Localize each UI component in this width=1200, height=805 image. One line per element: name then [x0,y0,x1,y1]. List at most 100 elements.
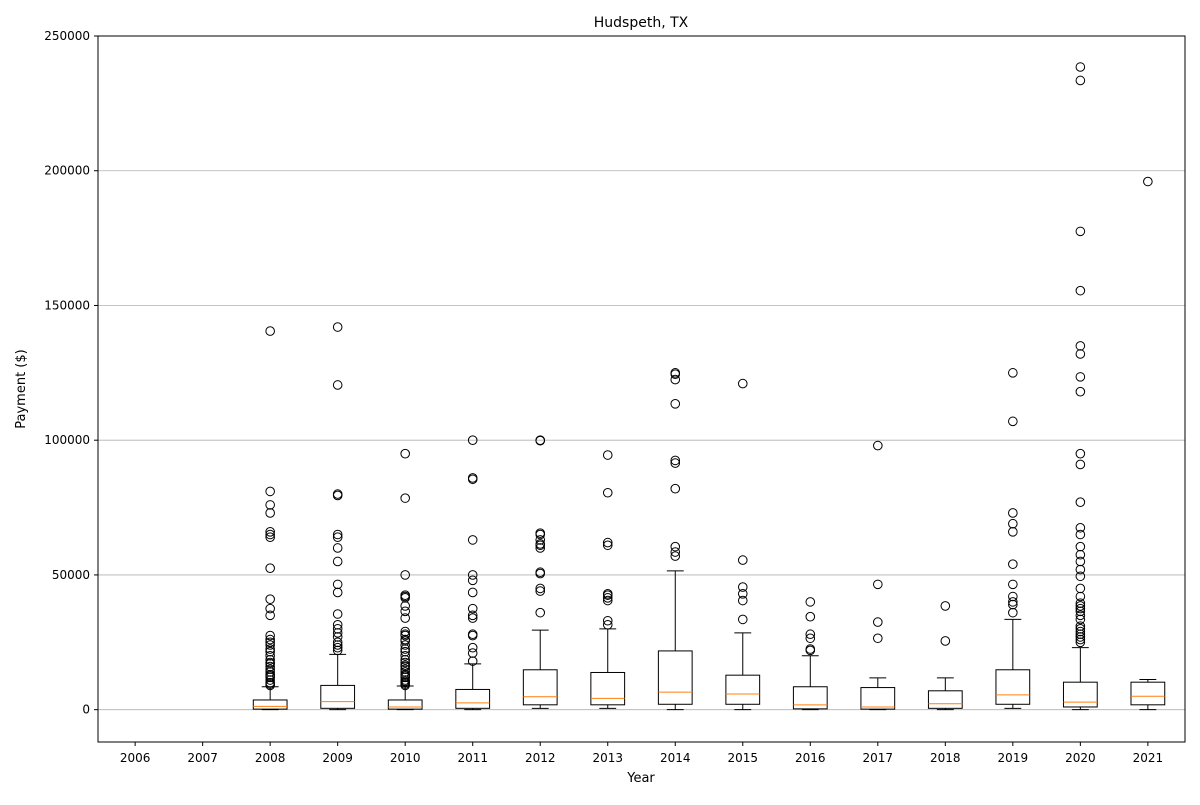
boxes [252,62,1166,711]
outlier-point [265,500,275,510]
outlier-point [265,667,275,677]
outlier-point [467,613,478,623]
box-2008 [252,326,288,711]
outlier-point [670,458,681,468]
outlier-point [400,667,410,677]
outlier-point [670,399,681,409]
outlier-point [400,672,410,683]
outlier-point [400,613,410,623]
outlier-point [1008,416,1018,427]
box-2018 [927,601,963,711]
outlier-point [400,657,410,668]
y-tick-label: 150000 [44,298,90,312]
x-axis-label: Year [626,771,655,786]
outlier-point [535,435,546,446]
outlier-point [1075,285,1086,296]
iqr-box [860,687,896,710]
outlier-point [265,680,275,691]
iqr-box [927,690,963,709]
outlier-point [265,594,275,604]
outlier-point [265,563,275,573]
x-axis: 2006 2007 2008 2009 2010 2011 2012 2013 2014 2015… [120,742,1163,765]
outlier-point [332,532,343,543]
outlier-point [1075,591,1086,602]
x-tick-label: 2006 [120,751,151,765]
outlier-point [467,587,478,598]
outlier-point [737,555,748,565]
outlier-point [332,640,343,650]
outlier-point [1075,349,1086,359]
outlier-point [265,634,275,645]
outlier-point [332,322,343,332]
box-2016 [792,597,828,711]
outlier-point [535,535,546,545]
outlier-point [265,650,275,661]
outlier-point [1075,497,1086,507]
outlier-point [1075,556,1086,567]
y-tick-label: 200000 [44,164,90,178]
x-tick-label: 2020 [1065,751,1096,765]
iqr-box [320,684,356,709]
outlier-point [805,645,816,656]
outlier-point [602,615,613,626]
outlier-point [602,595,613,606]
outlier-point [1075,571,1086,582]
outlier-point [467,648,478,658]
outlier-point [1075,75,1086,86]
outlier-point [265,644,275,654]
outlier-point [873,633,883,644]
x-tick-label: 2019 [998,751,1029,765]
outlier-point [535,586,546,596]
y-tick-label: 50000 [52,568,90,582]
outlier-point [265,664,275,675]
outlier-point [535,529,546,540]
x-tick-label: 2015 [727,751,758,765]
outlier-point [265,610,275,621]
outlier-point [670,374,681,385]
outlier-point [1075,529,1086,540]
y-axis-label: Payment ($) [14,349,29,428]
outlier-point [467,575,478,586]
outlier-point [332,632,343,642]
box-2013 [590,450,626,709]
outlier-point [1143,176,1153,187]
outlier-point [467,570,478,580]
outlier-point [265,630,275,641]
outlier-point [1008,527,1018,537]
outlier-point [265,529,275,540]
iqr-box [1062,681,1098,708]
outlier-point [1008,518,1018,529]
outlier-point [400,644,410,654]
outlier-point [535,607,546,618]
x-tick-label: 2011 [457,751,488,765]
outlier-point [873,617,883,627]
x-tick-label: 2010 [390,751,421,765]
outlier-point [602,593,613,603]
outlier-point [332,637,343,648]
outlier-point [400,593,410,603]
outlier-point [1075,226,1086,237]
outlier-point [670,547,681,557]
outlier-point [1075,603,1086,614]
grid-lines [98,35,1185,711]
outlier-point [670,551,681,561]
box-2021 [1130,176,1166,711]
iqr-box [455,688,491,709]
outlier-point [670,369,681,379]
outlier-point [1075,637,1086,648]
outlier-point [332,556,343,567]
outlier-point [265,508,275,518]
outlier-point [265,655,275,665]
outlier-point [737,378,748,389]
outlier-point [1075,614,1086,625]
iqr-box [522,669,558,706]
outlier-point [1075,386,1086,397]
outlier-point [400,655,410,665]
box-2017 [860,440,896,711]
x-tick-label: 2013 [592,751,623,765]
x-tick-label: 2008 [255,751,286,765]
outlier-point [805,611,816,622]
outlier-point [400,661,410,672]
outlier-point [400,448,410,459]
